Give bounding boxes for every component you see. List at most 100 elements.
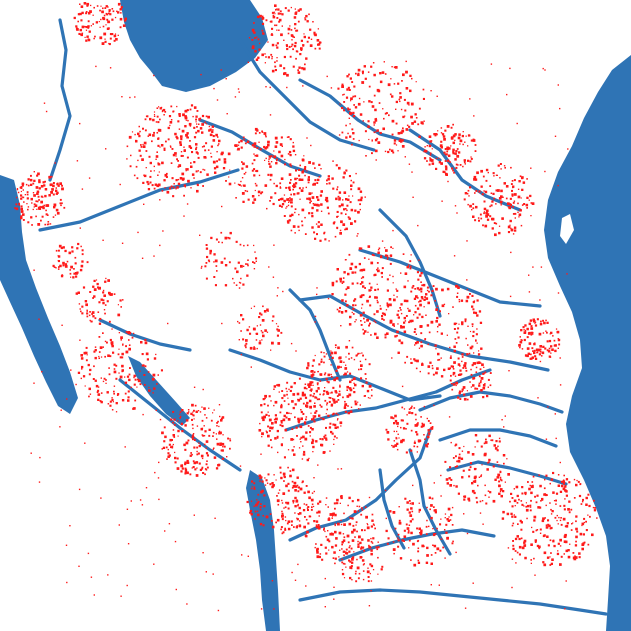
observation-point [534,342,536,344]
observation-point [135,140,138,143]
observation-point [267,411,269,413]
observation-point [184,448,187,451]
observation-point [294,182,298,185]
observation-point [450,145,452,147]
observation-point [180,422,183,425]
observation-point [410,559,412,561]
observation-point [346,389,348,391]
observation-point [400,439,403,443]
observation-point [533,342,536,346]
observation-point [377,249,380,251]
observation-point [501,217,504,220]
observation-point [350,184,353,187]
observation-point [518,213,522,217]
observation-point [89,319,91,322]
observation-point [351,500,354,503]
observation-point [157,137,160,139]
observation-point [168,443,171,446]
observation-point [307,509,309,511]
observation-point [245,263,247,265]
observation-point [19,186,22,189]
observation-point [90,320,93,323]
observation-point [111,8,114,10]
observation-point [76,160,79,162]
observation-point [449,161,451,163]
observation-point [562,480,566,484]
observation-point [302,44,305,47]
observation-point [191,467,193,469]
observation-point [350,565,353,568]
observation-point [84,442,86,444]
observation-point [306,137,308,139]
observation-point [141,353,144,356]
observation-point [420,531,423,534]
observation-point [196,110,199,112]
observation-point [562,487,566,491]
observation-point [458,299,460,301]
observation-point [492,465,495,468]
observation-point [170,418,173,421]
observation-point [339,502,341,504]
observation-point [323,527,325,530]
observation-point [114,33,117,35]
observation-point [79,268,83,272]
observation-point [309,44,313,47]
observation-point [366,523,368,525]
observation-point [363,563,365,565]
observation-point [364,373,367,375]
observation-point [496,461,499,463]
observation-point [276,384,278,386]
observation-point [444,513,447,515]
observation-point [77,291,80,294]
observation-point [299,198,301,200]
observation-point [347,216,350,219]
observation-point [469,395,473,398]
observation-point [313,520,316,523]
observation-point [255,333,257,335]
observation-point [299,425,303,429]
observation-point [274,400,278,404]
observation-point [87,25,90,28]
observation-point [349,388,353,392]
observation-point [307,383,310,387]
observation-point [258,141,260,143]
observation-point [260,404,263,407]
observation-point [361,559,365,562]
observation-point [267,444,270,447]
observation-point [469,466,472,469]
observation-point [199,127,203,130]
observation-point [271,427,274,430]
observation-point [324,372,327,374]
observation-point [500,168,502,170]
observation-point [342,94,344,96]
observation-point [457,357,460,360]
observation-point [262,17,264,19]
observation-point [95,279,98,281]
observation-point [355,580,358,583]
observation-point [271,27,274,30]
observation-point [381,317,384,320]
observation-point [396,330,399,334]
observation-point [557,84,559,86]
observation-point [75,383,77,386]
observation-point [216,438,218,440]
observation-point [428,163,431,166]
observation-point [311,215,314,218]
observation-point [151,184,154,187]
observation-point [362,564,365,566]
observation-point [240,264,243,268]
observation-point [528,274,530,276]
observation-point [411,510,414,513]
observation-point [184,109,188,113]
observation-point [405,60,407,63]
observation-point [461,476,464,479]
observation-point [374,332,377,336]
observation-point [311,418,314,421]
observation-point [410,449,413,452]
observation-point [272,14,275,17]
observation-point [158,461,160,464]
observation-point [546,331,548,334]
observation-point [438,358,441,361]
observation-point [526,517,528,520]
observation-point [385,309,388,311]
